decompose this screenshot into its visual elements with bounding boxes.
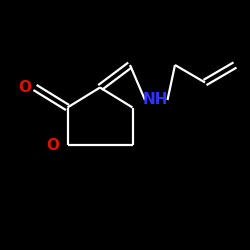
Text: O: O [46, 138, 59, 152]
Text: O: O [18, 80, 32, 95]
Text: NH: NH [142, 92, 168, 108]
